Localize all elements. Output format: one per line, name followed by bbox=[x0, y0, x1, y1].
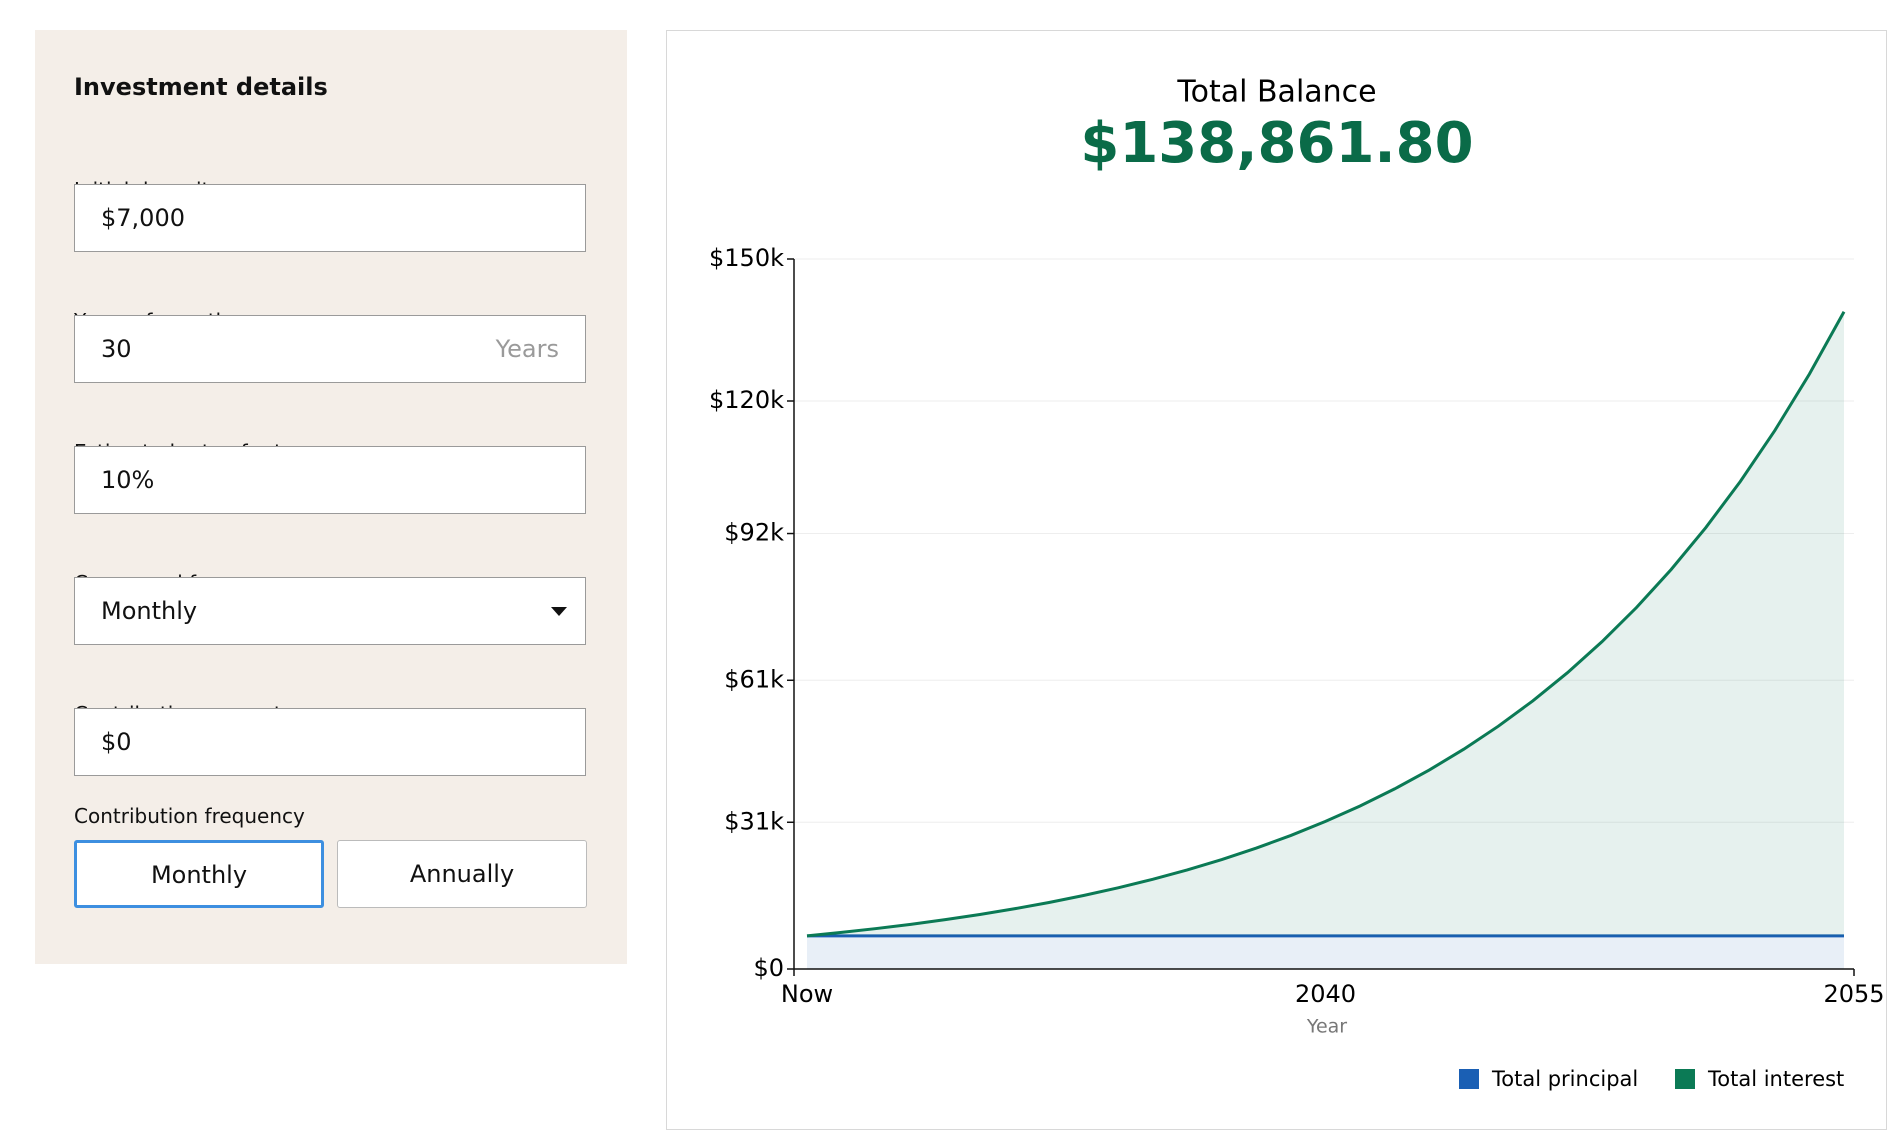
y-tick-label: $120k bbox=[709, 386, 784, 414]
y-tick-label: $92k bbox=[724, 519, 784, 547]
option-button[interactable]: Monthly bbox=[74, 840, 324, 908]
chart-card: Total Balance $138,861.80 Year $0 $31k $61… bbox=[666, 30, 1887, 1130]
area bbox=[807, 935, 1844, 969]
text-input[interactable]: $7,000 bbox=[74, 184, 586, 252]
panel-title: Investment details bbox=[74, 73, 328, 101]
x-tick-label: 2055 bbox=[1823, 980, 1884, 1008]
input-value: 10% bbox=[101, 466, 155, 494]
input-value: $7,000 bbox=[101, 204, 185, 232]
chart-title: Total Balance bbox=[1176, 75, 1376, 110]
text-input[interactable]: 30 Years bbox=[74, 315, 586, 383]
input-suffix: Years bbox=[495, 335, 559, 363]
y-tick-label: $61k bbox=[724, 665, 784, 693]
input-value: 30 bbox=[101, 335, 132, 363]
text-input[interactable]: 10% bbox=[74, 446, 586, 514]
input-value: $0 bbox=[101, 728, 132, 756]
x-tick-label: Now bbox=[781, 980, 833, 1008]
input-panel: Investment details Initial deposit $7,00… bbox=[35, 30, 627, 964]
chart: Total Balance $138,861.80 Year $0 $31k $61… bbox=[709, 75, 1885, 1092]
select-input[interactable]: Monthly bbox=[74, 577, 586, 645]
y-tick-label: $0 bbox=[753, 954, 784, 982]
x-tick-label: 2040 bbox=[1295, 980, 1356, 1008]
text-input[interactable]: $0 bbox=[74, 708, 586, 776]
area bbox=[807, 311, 1844, 936]
field-label: Contribution frequency bbox=[74, 804, 305, 828]
legend-swatch bbox=[1459, 1069, 1479, 1089]
legend-label: Total interest bbox=[1707, 1067, 1844, 1091]
option-button[interactable]: Annually bbox=[337, 840, 587, 908]
input-value: Monthly bbox=[101, 597, 198, 625]
dropdown-arrow bbox=[551, 607, 567, 616]
x-axis-label: Year bbox=[1306, 1016, 1347, 1038]
y-tick-label: $31k bbox=[724, 807, 784, 835]
line bbox=[806, 310, 1846, 938]
legend-label: Total principal bbox=[1491, 1067, 1638, 1091]
y-tick-label: $150k bbox=[709, 244, 784, 272]
legend-swatch bbox=[1675, 1069, 1695, 1089]
chart-subtitle: $138,861.80 bbox=[1080, 111, 1473, 176]
